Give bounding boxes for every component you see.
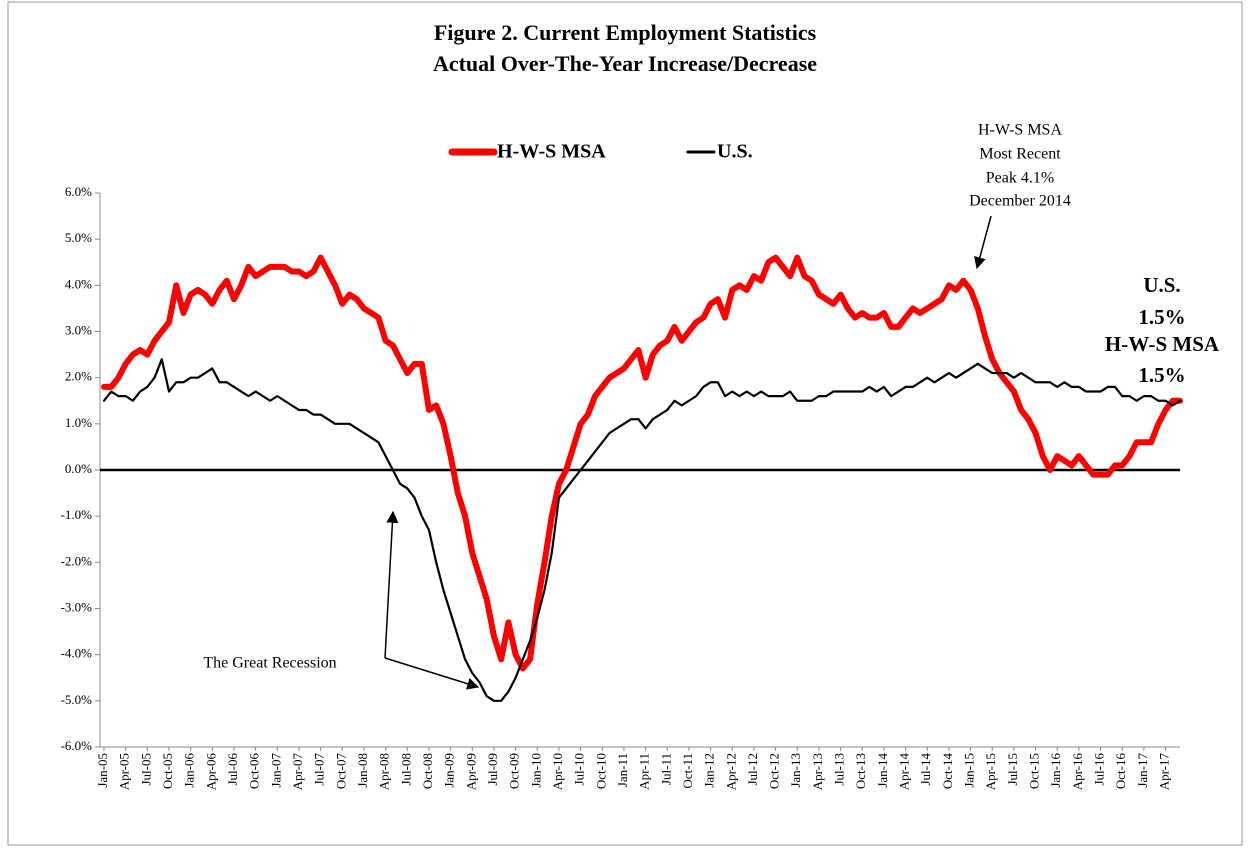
annotation-text: H-W-S MSA	[978, 122, 1062, 139]
x-tick-label: Jul-15	[1005, 753, 1020, 786]
end-label: H-W-S MSA	[1105, 332, 1220, 356]
y-tick-label: -2.0%	[61, 553, 93, 568]
y-tick-label: -6.0%	[61, 738, 93, 753]
x-tick-label: Oct-10	[593, 753, 608, 789]
x-tick-label: Apr-14	[897, 753, 912, 791]
x-tick-label: Apr-16	[1070, 753, 1085, 791]
x-tick-label: Jan-17	[1135, 753, 1150, 788]
y-tick-label: 5.0%	[65, 230, 92, 245]
x-tick-label: Apr-12	[723, 753, 738, 790]
x-tick-label: Apr-09	[463, 753, 478, 790]
x-tick-label: Apr-17	[1157, 753, 1172, 791]
x-tick-label: Apr-05	[117, 753, 132, 790]
annotation-text: Most Recent	[979, 146, 1061, 163]
y-tick-label: 1.0%	[65, 415, 92, 430]
annotation-text: The Great Recession	[203, 655, 336, 672]
y-tick-label: 3.0%	[65, 322, 92, 337]
chart-title: Actual Over-The-Year Increase/Decrease	[433, 51, 817, 76]
y-tick-label: 6.0%	[65, 184, 92, 199]
end-label: 1.5%	[1138, 305, 1185, 329]
x-tick-label: Jul-16	[1092, 753, 1107, 786]
annotation-arrow	[974, 215, 992, 270]
annotation-arrow	[384, 657, 480, 690]
x-tick-label: Jan-10	[528, 753, 543, 788]
x-tick-label: Oct-12	[767, 753, 782, 789]
end-label: U.S.	[1143, 273, 1180, 297]
y-tick-label: -3.0%	[61, 599, 93, 614]
y-tick-label: -4.0%	[61, 646, 93, 661]
y-tick-label: 4.0%	[65, 276, 92, 291]
chart-title: Figure 2. Current Employment Statistics	[434, 20, 817, 45]
x-tick-label: Apr-13	[810, 753, 825, 790]
annotation-text: Peak 4.1%	[986, 170, 1054, 187]
x-tick-label: Jul-09	[485, 753, 500, 786]
x-tick-label: Apr-08	[377, 753, 392, 790]
x-tick-label: Jan-05	[95, 753, 110, 788]
x-tick-label: Oct-08	[420, 753, 435, 789]
y-tick-label: -5.0%	[61, 692, 93, 707]
x-tick-label: Jul-12	[745, 753, 760, 786]
x-tick-label: Jan-08	[355, 753, 370, 788]
x-tick-label: Apr-11	[637, 753, 652, 790]
x-tick-label: Apr-07	[290, 753, 305, 791]
x-tick-label: Jan-12	[702, 753, 717, 788]
x-tick-label: Jul-10	[572, 753, 587, 786]
x-tick-label: Oct-15	[1027, 753, 1042, 789]
x-tick-label: Jul-13	[832, 753, 847, 786]
x-tick-label: Oct-06	[247, 753, 262, 790]
chart-frame	[7, 1, 1243, 846]
x-tick-label: Jan-14	[875, 753, 890, 788]
x-tick-label: Jan-15	[962, 753, 977, 788]
x-tick-label: Oct-16	[1113, 753, 1128, 790]
x-tick-label: Jan-06	[182, 753, 197, 788]
x-tick-label: Oct-13	[853, 753, 868, 789]
x-tick-label: Jul-06	[225, 753, 240, 786]
legend-label: H-W-S MSA	[497, 141, 606, 163]
x-tick-label: Apr-15	[983, 753, 998, 790]
annotation-peak: H-W-S MSA Most Recent Peak 4.1% December…	[969, 122, 1071, 270]
x-tick-label: Apr-06	[203, 753, 218, 791]
y-tick-label: 2.0%	[65, 369, 92, 384]
x-tick-label: Jul-07	[312, 753, 327, 786]
end-labels: U.S. 1.5% H-W-S MSA 1.5%	[1105, 273, 1220, 387]
y-tick-label: 0.0%	[65, 461, 92, 476]
x-tick-label: Oct-14	[940, 753, 955, 790]
x-tick-label: Oct-05	[160, 753, 175, 789]
x-tick-label: Apr-10	[550, 753, 565, 790]
x-tick-label: Jul-08	[398, 753, 413, 786]
y-tick-label: -1.0%	[61, 507, 93, 522]
x-tick-label: Jan-09	[442, 753, 457, 788]
x-tick-label: Jul-05	[138, 753, 153, 786]
x-tick-label: Oct-11	[680, 753, 695, 789]
x-tick-label: Oct-09	[507, 753, 522, 789]
series-line	[101, 254, 1183, 672]
annotation-text: December 2014	[969, 193, 1071, 210]
x-tick-label: Jul-11	[658, 753, 673, 785]
end-label: 1.5%	[1138, 363, 1185, 387]
annotation-recession: The Great Recession	[203, 510, 480, 690]
series-line	[102, 358, 1182, 702]
x-tick-label: Jan-11	[615, 753, 630, 787]
x-tick-label: Jul-14	[918, 753, 933, 786]
x-tick-label: Oct-07	[333, 753, 348, 790]
x-tick-label: Jan-07	[268, 753, 283, 788]
x-tick-label: Jan-16	[1048, 753, 1063, 788]
annotation-arrow	[384, 510, 399, 659]
x-tick-label: Jan-13	[788, 753, 803, 788]
legend-label: U.S.	[717, 141, 753, 163]
